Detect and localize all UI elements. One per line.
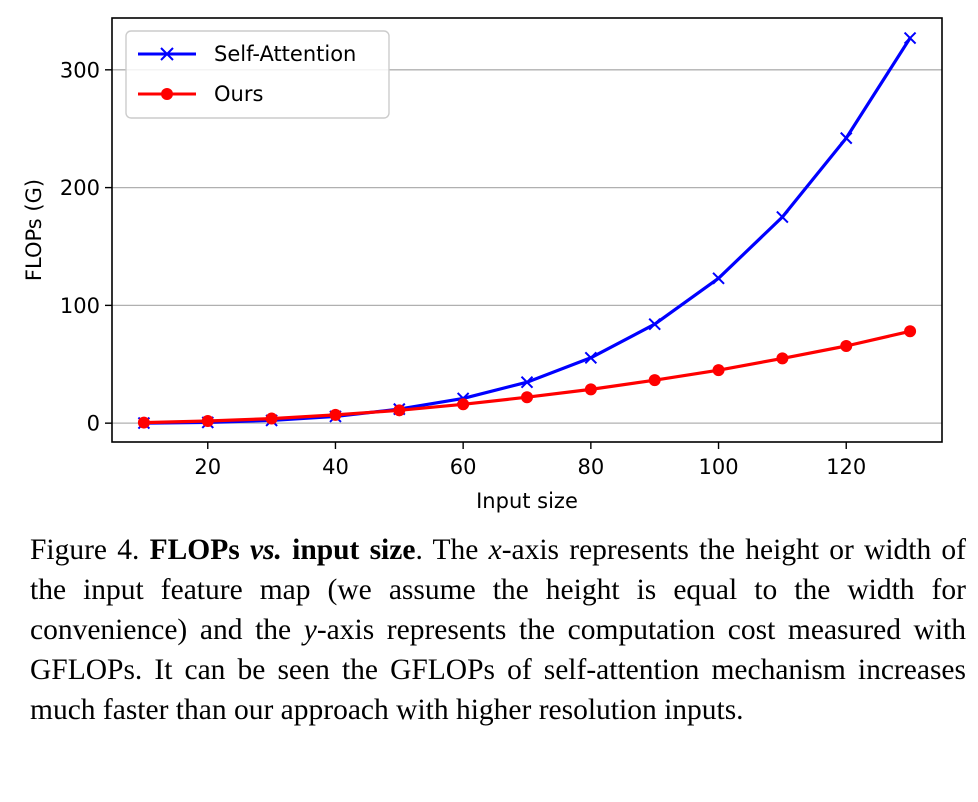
x-axis-title: Input size: [476, 489, 578, 513]
legend-label-ours: Ours: [214, 82, 263, 106]
x-tick-label: 80: [577, 455, 604, 479]
y-tick-label: 100: [60, 294, 100, 318]
data-point-ours: [648, 374, 661, 387]
caption-bold-vs: vs.: [249, 534, 282, 566]
caption-text-1: . The: [415, 534, 489, 566]
data-point-ours: [904, 325, 917, 338]
data-point-ours: [265, 412, 278, 425]
caption-text-3: -axis represents the computation cost me…: [30, 614, 967, 726]
data-point-ours: [521, 391, 533, 404]
data-point-ours: [584, 383, 597, 396]
flops-chart: 20 40 60 80 100 120 0 100 200 300 Input size FLO…: [22, 17, 943, 513]
y-ticks: 0 100 200 300: [60, 58, 112, 436]
legend: Self-Attention Ours: [125, 30, 390, 119]
legend-marker-self-attention: [160, 47, 174, 61]
data-point-self-attention: [712, 272, 725, 285]
data-point-self-attention: [903, 31, 917, 45]
x-tick-label: 20: [194, 455, 221, 479]
y-tick-label: 200: [60, 176, 100, 200]
data-point-ours: [712, 364, 725, 377]
caption-figure-label: Figure 4.: [30, 534, 140, 566]
data-point-self-attention: [584, 351, 598, 364]
data-point-self-attention: [520, 375, 534, 389]
caption-x-var: x: [488, 534, 502, 566]
data-point-ours: [201, 415, 214, 428]
y-tick-label: 300: [60, 58, 100, 82]
legend-label-self-attention: Self-Attention: [214, 42, 356, 66]
legend-item-ours: Ours: [138, 82, 263, 106]
data-point-ours: [329, 408, 342, 421]
x-ticks: 20 40 60 80 100 120: [194, 442, 866, 479]
data-point-ours: [457, 398, 470, 411]
y-axis-title: FLOPs (G): [22, 179, 46, 281]
data-point-ours: [776, 352, 789, 365]
data-point-ours: [393, 404, 406, 417]
data-point-self-attention: [648, 318, 661, 331]
caption-bold-title-a: FLOPs: [149, 534, 240, 566]
data-point-ours: [840, 340, 853, 353]
data-point-ours: [137, 416, 150, 429]
caption-y-var: y: [303, 614, 317, 646]
x-tick-label: 60: [450, 455, 477, 479]
gridlines: [112, 69, 942, 424]
series-line-ours: [143, 329, 911, 425]
x-tick-label: 100: [698, 455, 738, 479]
caption-bold-title-b: input size: [292, 534, 416, 566]
y-tick-label: 0: [87, 412, 100, 436]
caption-text-2: -axis represents the height or width of …: [30, 534, 967, 646]
x-tick-label: 40: [322, 455, 349, 479]
data-point-self-attention: [840, 131, 853, 145]
legend-item-self-attention: Self-Attention: [138, 42, 356, 66]
legend-marker-ours: [161, 88, 173, 100]
x-tick-label: 120: [826, 455, 866, 479]
data-point-self-attention: [776, 210, 789, 224]
plot-frame: [111, 17, 943, 443]
figure-caption: Figure 4. FLOPs vs. input size. The x-ax…: [30, 530, 966, 730]
series-layer: [137, 31, 917, 430]
